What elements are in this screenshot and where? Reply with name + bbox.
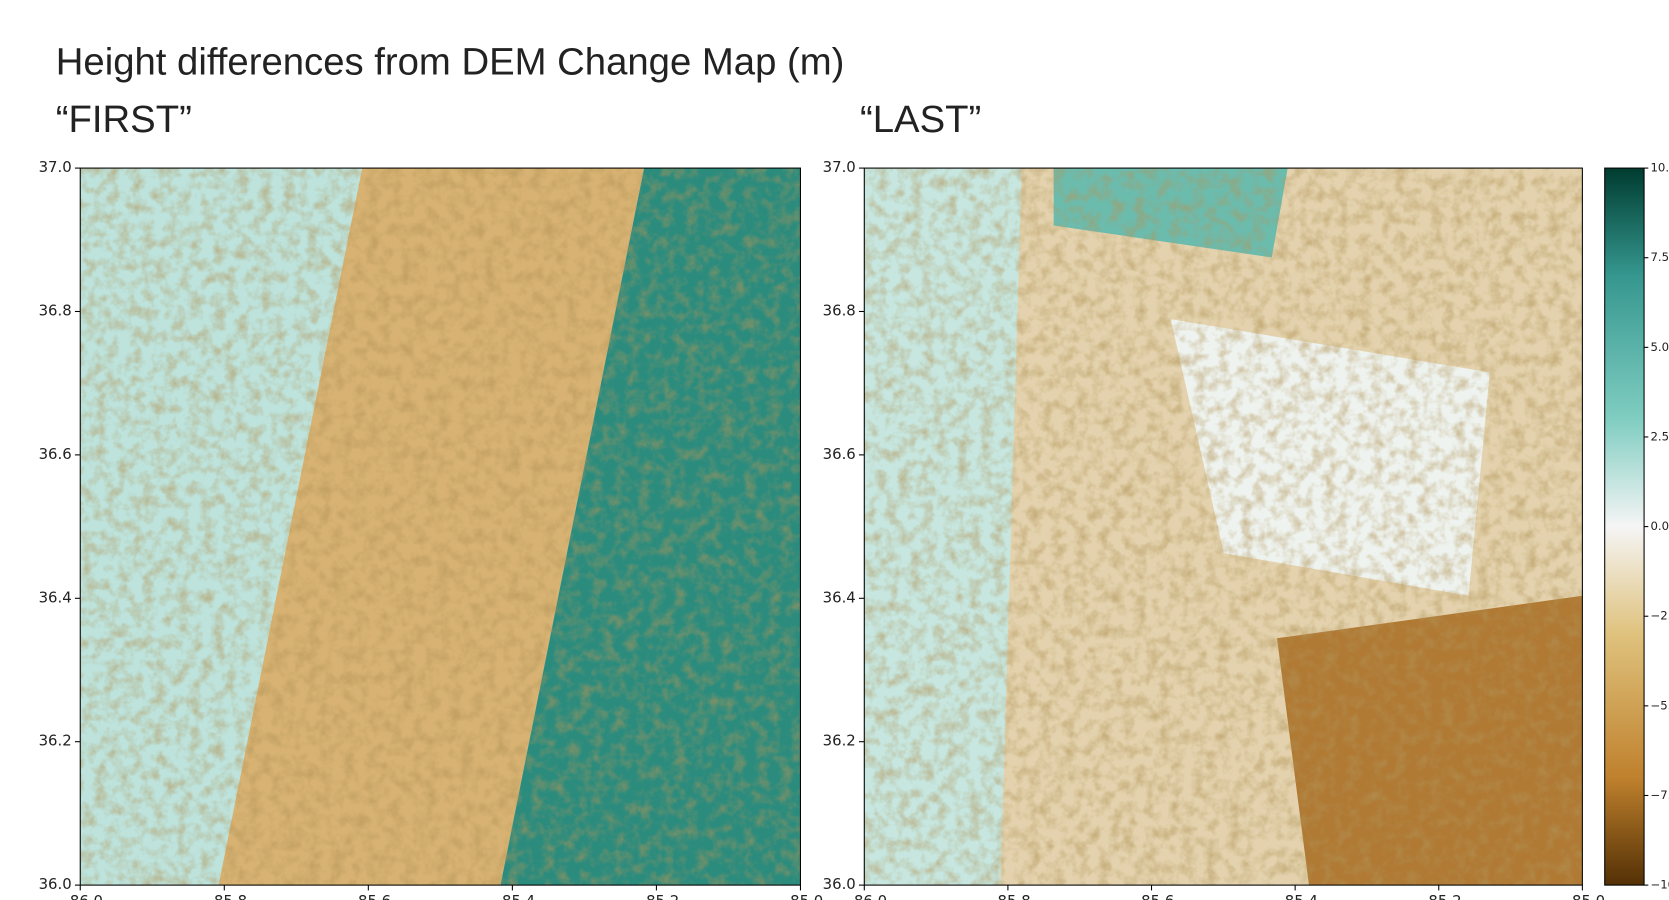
colorbar-tick-label: −5.0 xyxy=(1650,698,1669,712)
colorbar xyxy=(1605,168,1644,885)
slide: Height differences from DEM Change Map (… xyxy=(0,0,1669,900)
colorbar-tick-label: −7.5 xyxy=(1650,788,1669,802)
y-tick-label: 36.0 xyxy=(39,875,72,893)
x-tick-label: −85.8 xyxy=(201,892,247,900)
panel-label: “FIRST” xyxy=(56,98,192,141)
colorbar-tick-label: 10.0 xyxy=(1650,161,1669,175)
map-first xyxy=(80,168,800,885)
x-tick-label: −86.0 xyxy=(841,892,887,900)
map-last xyxy=(864,168,1582,885)
y-tick-label: 36.6 xyxy=(823,445,856,463)
y-tick-label: 36.4 xyxy=(823,588,856,606)
y-tick-label: 37.0 xyxy=(39,158,72,176)
colorbar-tick-label: 7.5 xyxy=(1650,250,1669,264)
y-tick-label: 36.4 xyxy=(39,588,72,606)
y-tick-label: 36.2 xyxy=(39,732,72,750)
x-tick-label: −85.4 xyxy=(1272,892,1318,900)
x-tick-label: −85.0 xyxy=(778,892,824,900)
x-tick-label: −85.6 xyxy=(1129,892,1175,900)
colorbar-tick-label: 2.5 xyxy=(1650,429,1669,443)
x-tick-label: −85.4 xyxy=(490,892,536,900)
colorbar-tick-label: 5.0 xyxy=(1650,340,1669,354)
y-tick-label: 37.0 xyxy=(823,158,856,176)
x-tick-label: −86.0 xyxy=(57,892,103,900)
colorbar-tick-label: 0.0 xyxy=(1650,519,1669,533)
x-tick-label: −85.0 xyxy=(1560,892,1606,900)
page: {"header": {"title": "Height differences… xyxy=(0,0,1669,900)
colorbar-tick-label: −2.5 xyxy=(1650,609,1669,623)
x-tick-label: −85.6 xyxy=(346,892,392,900)
colorbar-tick-label: −10.0 xyxy=(1650,878,1669,892)
y-tick-label: 36.2 xyxy=(823,732,856,750)
y-tick-label: 36.6 xyxy=(39,445,72,463)
y-tick-label: 36.8 xyxy=(39,301,72,319)
x-tick-label: −85.2 xyxy=(1416,892,1462,900)
y-tick-label: 36.0 xyxy=(823,875,856,893)
y-tick-label: 36.8 xyxy=(823,301,856,319)
x-tick-label: −85.2 xyxy=(634,892,680,900)
x-tick-label: −85.8 xyxy=(985,892,1031,900)
panel-label: “LAST” xyxy=(860,98,981,141)
title: Height differences from DEM Change Map (… xyxy=(56,40,845,83)
